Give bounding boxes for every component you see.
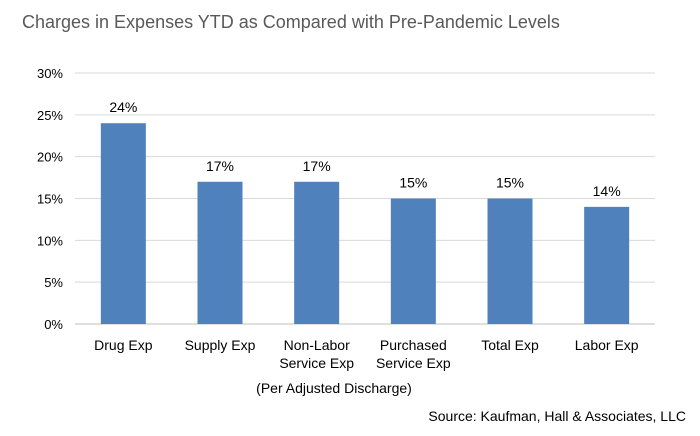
bar xyxy=(197,181,243,324)
y-tick-label: 20% xyxy=(37,150,63,165)
bar xyxy=(294,181,340,324)
bar xyxy=(584,206,630,324)
bar xyxy=(390,198,436,324)
x-tick-label: Drug Exp xyxy=(94,337,153,353)
bar xyxy=(487,198,533,324)
x-tick-label: Labor Exp xyxy=(575,337,639,353)
bar xyxy=(100,123,146,324)
data-label: 24% xyxy=(109,99,137,115)
y-tick-label: 0% xyxy=(44,317,63,332)
y-tick-label: 15% xyxy=(37,192,63,207)
y-tick-label: 5% xyxy=(44,275,63,290)
x-tick-label: Service Exp xyxy=(279,355,354,371)
y-tick-label: 30% xyxy=(37,66,63,81)
x-tick-label: Non-Labor xyxy=(284,337,350,353)
x-axis-note-text: (Per Adjusted Discharge) xyxy=(256,380,412,396)
data-label: 17% xyxy=(303,158,331,174)
x-tick-label: Purchased xyxy=(380,337,447,353)
x-axis-note: (Per Adjusted Discharge) xyxy=(0,380,700,396)
y-tick-label: 25% xyxy=(37,108,63,123)
x-tick-label: Supply Exp xyxy=(185,337,256,353)
data-label: 17% xyxy=(206,158,234,174)
x-tick-label: Total Exp xyxy=(481,337,539,353)
source-note: Source: Kaufman, Hall & Associates, LLC xyxy=(428,408,686,424)
data-label: 15% xyxy=(496,175,524,191)
chart-title: Charges in Expenses YTD as Compared with… xyxy=(22,12,560,32)
x-tick-label: Service Exp xyxy=(376,355,451,371)
data-label: 15% xyxy=(399,175,427,191)
y-tick-label: 10% xyxy=(37,233,63,248)
data-label: 14% xyxy=(593,183,621,199)
